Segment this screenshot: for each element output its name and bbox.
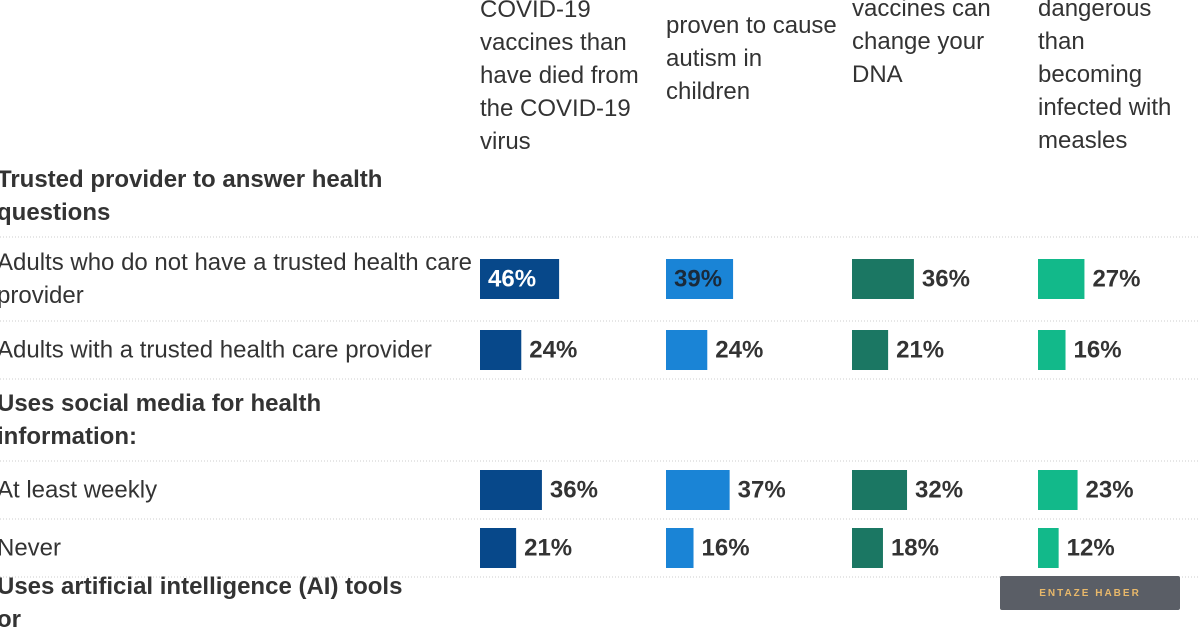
value-label: 46% (488, 265, 536, 292)
bar (480, 528, 517, 568)
bar (666, 330, 708, 370)
column-header: have been proven to cause autism in chil… (666, 0, 837, 105)
bar (480, 259, 560, 299)
bar (666, 259, 734, 299)
bar (852, 528, 883, 568)
value-label: 27% (1092, 265, 1140, 292)
bar (1038, 528, 1059, 568)
column-header: vaccines can change your DNA (852, 0, 991, 88)
row-label: Adults with a trusted health care provid… (0, 336, 432, 364)
bar (480, 470, 542, 510)
group-heading: Uses social media for health information… (0, 390, 322, 450)
column-header: COVID-19 vaccines than have died from th… (480, 0, 639, 155)
bar (852, 259, 914, 299)
group-heading: Trusted provider to answer health questi… (0, 166, 383, 226)
value-label: 16% (702, 534, 750, 561)
value-label: 21% (896, 336, 944, 363)
row-label: Adults who do not have a trusted health … (0, 249, 472, 309)
row-label: At least weekly (0, 476, 158, 504)
bar (666, 528, 694, 568)
value-label: 12% (1067, 534, 1115, 561)
row-label: Never (0, 534, 62, 562)
bar (480, 330, 522, 370)
value-label: 36% (550, 476, 598, 503)
column-header: dangerous than becoming infected with me… (1038, 0, 1172, 154)
bar (1038, 470, 1078, 510)
value-label: 23% (1086, 476, 1134, 503)
value-label: 18% (891, 534, 939, 561)
value-label: 36% (922, 265, 970, 292)
value-label: 37% (738, 476, 786, 503)
bar (666, 470, 730, 510)
value-label: 24% (715, 336, 763, 363)
bar (1038, 330, 1066, 370)
value-label: 32% (915, 476, 963, 503)
value-label: 21% (524, 534, 572, 561)
value-label: 39% (674, 265, 722, 292)
bar (852, 470, 908, 510)
group-heading: Uses artificial intelligence (AI) tools … (0, 573, 403, 633)
value-label: 16% (1074, 336, 1122, 363)
bar (1038, 259, 1085, 299)
watermark: ENTAZE HABER (1000, 576, 1180, 610)
bar (852, 330, 889, 370)
value-label: 24% (529, 336, 577, 363)
